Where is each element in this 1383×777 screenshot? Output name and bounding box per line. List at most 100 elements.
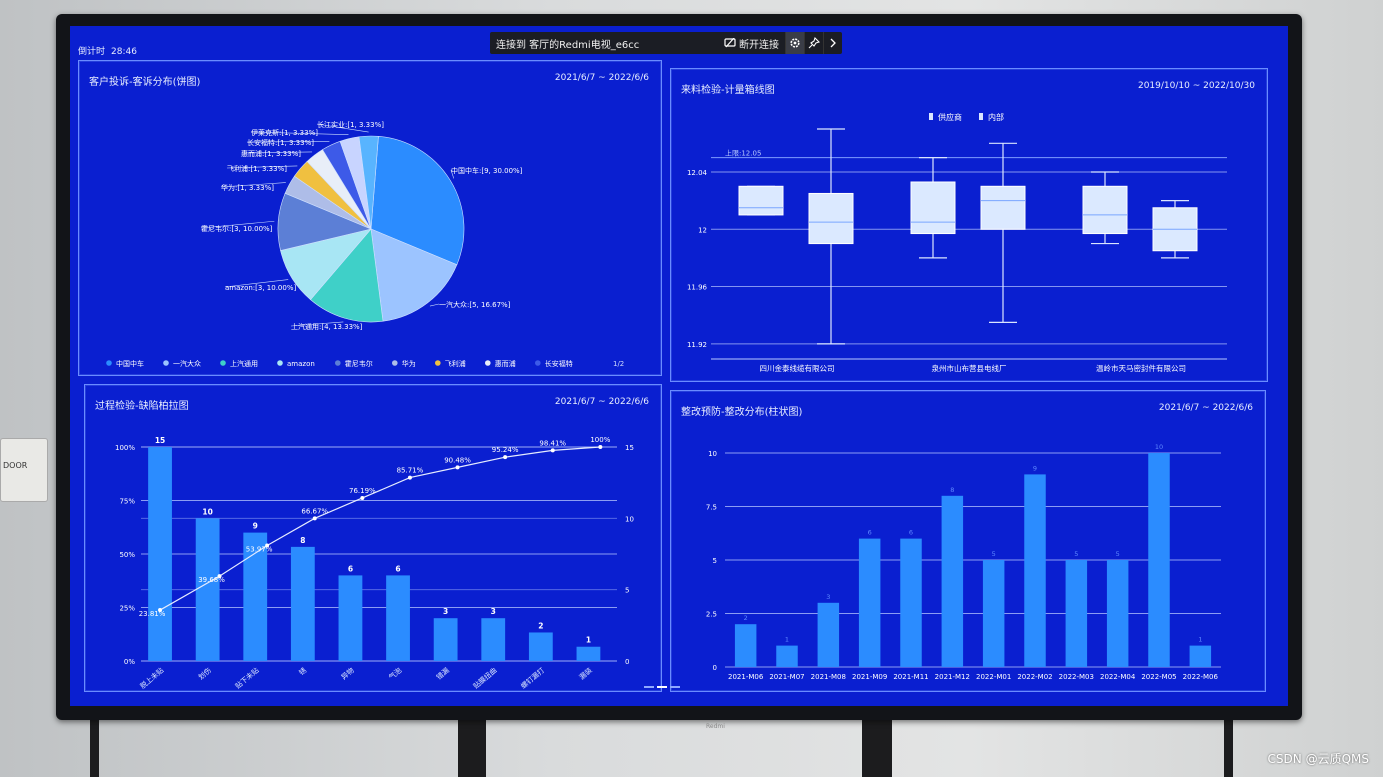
rectification-bar <box>1065 560 1088 667</box>
pie-slice <box>310 228 384 323</box>
x-tick-label: 2021-M07 <box>769 673 804 681</box>
cumulative-label: 66.67% <box>301 507 328 515</box>
y-tick-label-right: 15 <box>625 444 634 452</box>
pareto-bar <box>386 575 410 661</box>
cumulative-point <box>503 455 508 460</box>
legend-marker <box>485 360 491 366</box>
x-tick-label: 2021-M12 <box>935 673 970 681</box>
rectification-bar <box>941 495 964 667</box>
cumulative-label: 100% <box>590 436 610 444</box>
legend-pager: 1/2 <box>613 360 624 368</box>
pie-slice-label: 上汽通用:[4, 13.33%] <box>291 322 363 331</box>
pareto-bar <box>290 546 315 661</box>
cumulative-label: 23.81% <box>139 610 166 618</box>
legend-label: 霍尼韦尔 <box>345 359 373 368</box>
stand-pole-right <box>862 712 892 777</box>
pin-button[interactable] <box>804 32 823 54</box>
pareto-chart: 0% 25% 50% 75% 100% 0 5 10 15 15 脱上未贴 10 划伤 9 贴下未贴 8 锈 6 异… <box>115 436 634 691</box>
pie-slice-label: 中国中车:[9, 30.00%] <box>451 166 523 175</box>
legend-marker <box>392 360 398 366</box>
x-tick-label: 贴下未贴 <box>233 666 260 691</box>
cumulative-label: 53.97% <box>246 546 273 554</box>
countdown-value: 28:46 <box>111 47 137 57</box>
pareto-bar <box>481 618 506 661</box>
y-tick-label: 10 <box>708 450 717 458</box>
pie-label-leader <box>429 303 440 307</box>
pie-label-leader <box>220 182 286 188</box>
legend-marker <box>220 360 226 366</box>
x-tick-label: 2021-M11 <box>893 673 928 681</box>
cumulative-label: 95.24% <box>492 446 519 454</box>
expand-button[interactable] <box>823 32 842 54</box>
page-dot <box>657 686 667 688</box>
cast-toolbar: 连接到 客厅的Redmi电视_e6cc 断开连接 <box>490 32 842 54</box>
pie-slice <box>358 135 379 230</box>
pie-label-leader <box>226 165 298 169</box>
y-tick-label-left: 0% <box>124 658 135 666</box>
bar-value-label: 5 <box>1074 550 1078 558</box>
pie-slice <box>370 135 465 266</box>
panel-date-range: 2019/10/10 ~ 2022/10/30 <box>1137 81 1255 91</box>
cumulative-point <box>455 465 460 470</box>
legend-label: 一汽大众 <box>173 359 201 368</box>
pie-slice-label: 惠而浦:[1, 3.33%] <box>241 149 301 158</box>
panel-title: 过程检验-缺陷柏拉图 <box>95 401 189 412</box>
legend-label: 内部 <box>988 112 1004 122</box>
bar-value-label: 3 <box>443 607 448 616</box>
legend-marker <box>335 360 341 366</box>
rectification-bar <box>1148 453 1170 667</box>
y-tick-label-left: 25% <box>119 605 135 613</box>
rectification-bar <box>734 624 757 667</box>
disconnect-button[interactable]: 断开连接 <box>724 36 785 51</box>
panel-rectification-bar: 整改预防-整改分布(柱状图) 2021/6/7 ~ 2022/6/6 0 2.5 5… <box>670 390 1266 692</box>
x-tick-label: 温岭市天马密封件有限公司 <box>1096 363 1186 373</box>
stand-leg-left <box>90 710 99 777</box>
legend-label: 华为 <box>402 359 416 368</box>
x-tick-label: 划伤 <box>196 666 213 682</box>
cumulative-point <box>265 543 270 548</box>
panel-date-range: 2021/6/7 ~ 2022/6/6 <box>554 397 649 407</box>
cumulative-point <box>598 445 603 449</box>
pie-slice-label: 伊莱克斯:[1, 3.33%] <box>251 128 318 137</box>
x-tick-label: 2021-M09 <box>852 673 887 681</box>
gear-icon <box>790 38 800 48</box>
panel-title: 来料检验-计量箱线图 <box>681 85 775 96</box>
pie-slice-label: 飞利浦:[1, 3.33%] <box>227 164 287 173</box>
tv-brand: Redmi <box>706 723 725 730</box>
pie-label-leader <box>316 123 369 133</box>
bar-value-label: 6 <box>868 529 872 537</box>
pareto-bar <box>528 632 553 661</box>
y-tick-label: 7.5 <box>706 504 717 512</box>
upper-limit-label: 上限:12.05 <box>725 149 761 158</box>
page-indicator[interactable] <box>644 686 680 688</box>
bar-value-label: 15 <box>155 436 165 445</box>
cumulative-point <box>312 516 317 521</box>
x-tick-label: 错漏 <box>434 666 451 682</box>
x-tick-label: 锈 <box>297 666 308 677</box>
rectification-bar <box>776 645 798 667</box>
bar-value-label: 6 <box>348 564 353 573</box>
x-tick-label: 2021-M08 <box>811 673 846 681</box>
pie-slice-label: 华为:[1, 3.33%] <box>221 183 274 192</box>
legend-marker <box>163 360 169 366</box>
pareto-bar <box>338 575 363 661</box>
stand-leg-right <box>1224 710 1233 777</box>
bar-value-label: 6 <box>395 564 400 573</box>
bar-value-label: 3 <box>826 593 830 601</box>
x-tick-label: 脱上未贴 <box>138 666 165 691</box>
rectification-bar <box>1024 474 1046 667</box>
y-tick-label: 0 <box>713 664 717 672</box>
x-tick-label: 2022-M04 <box>1100 673 1136 681</box>
pie-label-leader <box>200 220 275 229</box>
bar-value-label: 8 <box>950 486 954 494</box>
y-tick-label-left: 50% <box>119 551 135 559</box>
legend-marker <box>535 360 541 366</box>
page-dot <box>644 686 654 688</box>
settings-button[interactable] <box>785 32 804 54</box>
rectification-bar <box>982 560 1005 667</box>
y-tick-label: 2.5 <box>706 611 717 619</box>
legend-marker <box>979 113 983 120</box>
pie-label-leader <box>246 141 330 143</box>
bar-value-label: 1 <box>1198 636 1202 644</box>
pie-slice-label: 一汽大众:[5, 16.67%] <box>439 300 511 309</box>
